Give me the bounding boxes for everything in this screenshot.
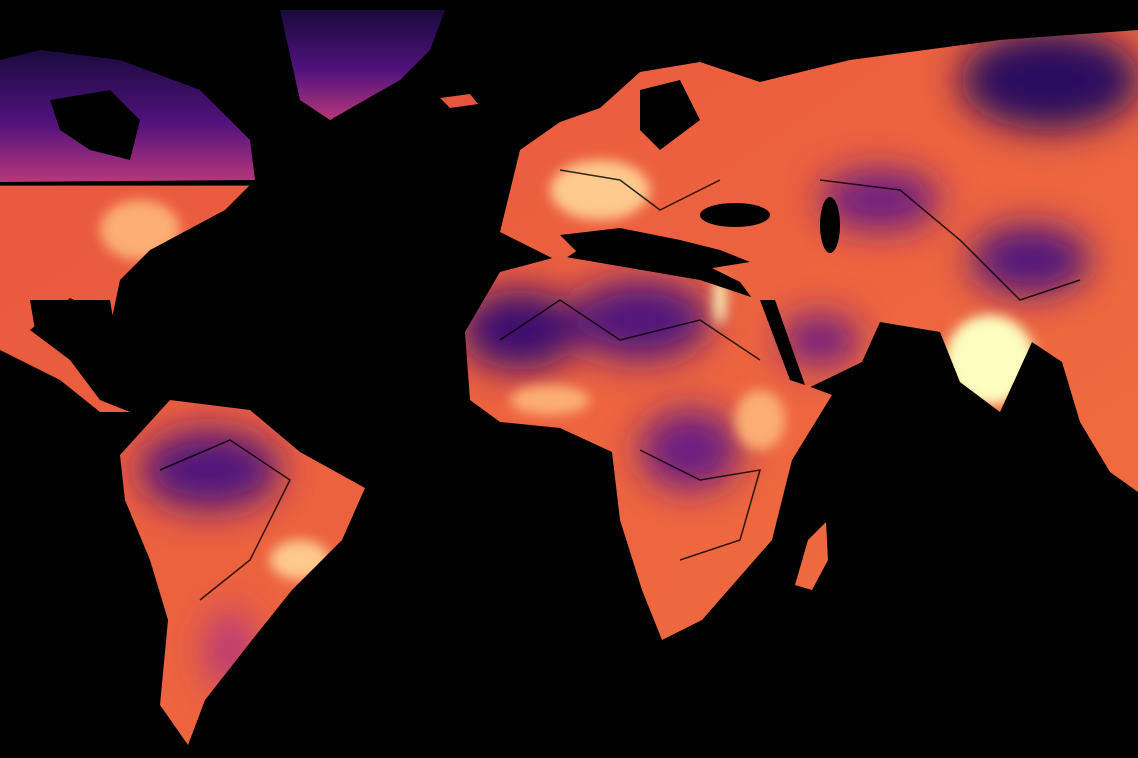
- central-asia: [820, 170, 940, 230]
- black-sea: [700, 203, 770, 227]
- baltic-sea: [640, 80, 700, 150]
- hudson-bay: [50, 90, 140, 160]
- west-africa: [510, 385, 590, 415]
- iceland: [440, 94, 478, 108]
- greenland: [280, 10, 445, 120]
- border: [559, 169, 721, 211]
- mediterranean-sea: [560, 228, 750, 270]
- border: [639, 449, 762, 561]
- india: [945, 315, 1035, 405]
- gulf-of-mexico: [30, 300, 115, 345]
- borders: [0, 169, 1081, 601]
- red-sea: [760, 300, 805, 385]
- high-density-areas: [100, 160, 1035, 580]
- europe: [550, 160, 650, 220]
- border: [819, 179, 1081, 301]
- sahara-east: [570, 280, 710, 360]
- border: [499, 299, 761, 361]
- border: [159, 439, 291, 601]
- tibet: [970, 225, 1090, 295]
- congo: [640, 410, 740, 490]
- arabia: [780, 315, 860, 365]
- caspian-sea: [820, 197, 840, 253]
- siberia: [960, 30, 1138, 130]
- ethiopia: [735, 390, 785, 450]
- sahara-west: [460, 290, 580, 370]
